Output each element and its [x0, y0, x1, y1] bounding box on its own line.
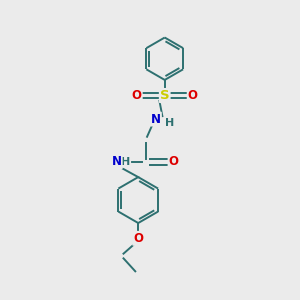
Text: N: N: [151, 112, 161, 126]
Text: H: H: [164, 118, 174, 128]
Text: N: N: [112, 155, 122, 168]
Text: O: O: [188, 89, 198, 102]
Text: H: H: [121, 157, 130, 167]
Text: S: S: [160, 89, 169, 102]
Text: O: O: [169, 155, 178, 168]
Text: O: O: [132, 89, 142, 102]
Text: O: O: [133, 232, 143, 245]
